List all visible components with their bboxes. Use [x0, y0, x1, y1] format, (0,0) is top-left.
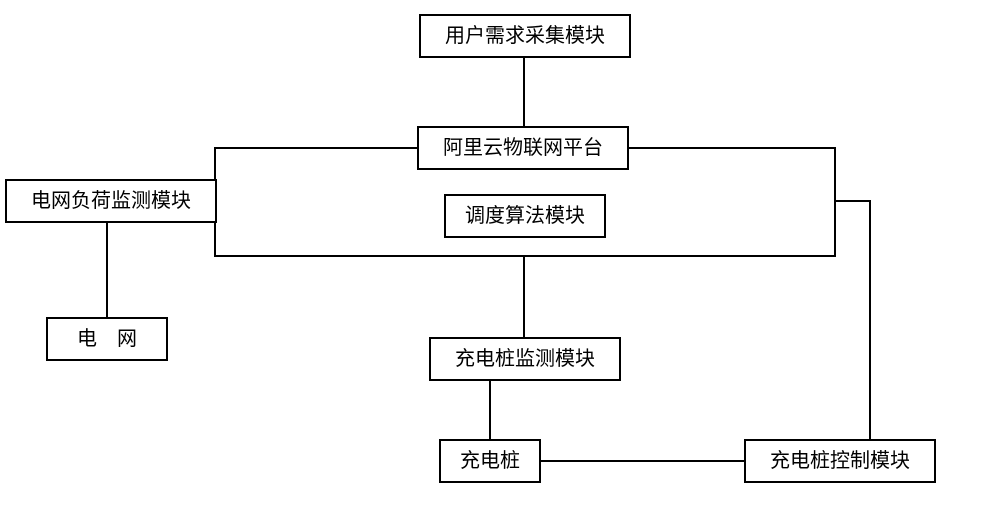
node-label-user_demand: 用户需求采集模块 — [445, 24, 605, 47]
node-grid: 电 网 — [47, 318, 167, 360]
node-pile_control: 充电桩控制模块 — [745, 440, 935, 482]
node-pile: 充电桩 — [440, 440, 540, 482]
node-label-pile_monitor: 充电桩监测模块 — [455, 347, 595, 370]
node-label-pile: 充电桩 — [460, 449, 520, 472]
node-grid_monitor: 电网负荷监测模块 — [6, 180, 216, 222]
diagram-canvas: 用户需求采集模块阿里云物联网平台调度算法模块 电网负荷监测模块电 网充电桩监测模块… — [0, 0, 1000, 515]
node-label-iot_platform: 阿里云物联网平台 — [443, 136, 603, 159]
node-user_demand: 用户需求采集模块 — [420, 15, 630, 57]
node-pile_monitor: 充电桩监测模块 — [430, 338, 620, 380]
edge-big_box-pile_control — [835, 201, 870, 440]
edges-group — [107, 57, 870, 461]
node-label-schedule: 调度算法模块 — [465, 204, 585, 227]
node-iot_platform: 阿里云物联网平台 — [418, 127, 628, 169]
node-label-grid: 电 网 — [77, 327, 137, 350]
node-label-pile_control: 充电桩控制模块 — [770, 449, 910, 472]
node-label-grid_monitor: 电网负荷监测模块 — [31, 189, 191, 212]
node-schedule: 调度算法模块 — [445, 195, 605, 237]
